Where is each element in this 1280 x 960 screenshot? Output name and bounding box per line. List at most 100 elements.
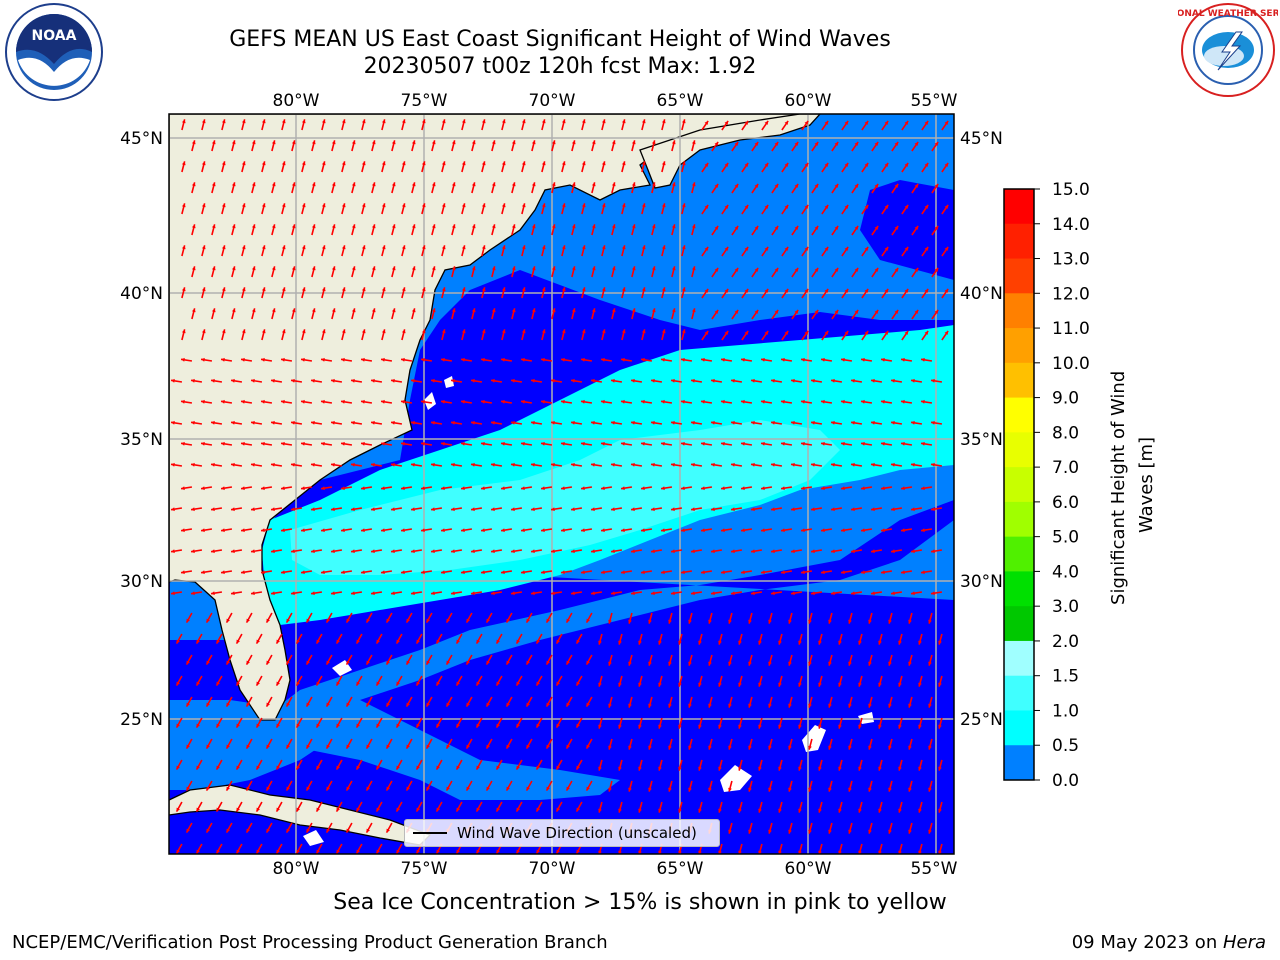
wave-arrow-head xyxy=(541,119,546,124)
wave-arrow-head xyxy=(341,399,345,404)
wave-arrow-head xyxy=(621,528,625,533)
wave-arrow-head xyxy=(371,378,375,383)
svg-text:NOAA: NOAA xyxy=(32,28,77,44)
wave-arrow-head xyxy=(511,266,516,271)
wave-arrow-head xyxy=(421,570,425,575)
wave-arrow-head xyxy=(894,183,899,188)
wave-arrow-head xyxy=(861,399,865,404)
wave-arrow-head xyxy=(536,639,540,644)
wave-arrow-head xyxy=(801,441,805,446)
wave-arrow-head xyxy=(351,420,355,425)
wave-arrow-head xyxy=(261,357,265,362)
wave-arrow-head xyxy=(884,246,889,251)
wave-arrow-head xyxy=(171,591,175,596)
wave-arrow-head xyxy=(838,640,842,645)
land-bermuda xyxy=(444,376,454,388)
wave-arrow-head xyxy=(531,378,535,383)
wave-arrow-head xyxy=(571,224,576,229)
wave-arrow-head xyxy=(336,723,340,728)
wave-arrow-head xyxy=(181,245,186,250)
wave-arrow-head xyxy=(281,119,286,124)
wave-arrow-head xyxy=(648,787,652,792)
wave-arrow-head xyxy=(271,140,276,145)
wave-arrow-head xyxy=(501,203,506,208)
wave-arrow-head xyxy=(871,378,875,383)
wave-arrow-head xyxy=(748,703,752,708)
colorbar-tick-label: 9.0 xyxy=(1052,389,1079,409)
wave-arrow-head xyxy=(411,549,415,554)
wave-arrow-head xyxy=(201,161,206,166)
wave-arrow-head xyxy=(351,378,355,383)
colorbar-tick-label: 13.0 xyxy=(1052,250,1090,270)
wave-arrow-head xyxy=(291,462,295,467)
wave-arrow-head xyxy=(601,399,605,404)
wave-arrow-head xyxy=(641,329,646,334)
lon-label-top: 75°W xyxy=(401,91,448,111)
colorbar-tick-label: 2.0 xyxy=(1052,632,1079,652)
wave-arrow-head xyxy=(221,119,226,124)
wave-arrow-head xyxy=(581,570,585,575)
wave-arrow-head xyxy=(561,119,566,124)
wave-arrow-head xyxy=(291,140,296,145)
colorbar-segment xyxy=(1004,710,1034,746)
wave-arrow-head xyxy=(276,849,280,854)
wave-arrow-head xyxy=(704,288,709,293)
wave-arrow-head xyxy=(681,399,685,404)
wave-arrow-head xyxy=(511,378,515,383)
wave-arrow-head xyxy=(618,766,622,771)
wave-arrow-head xyxy=(731,420,735,425)
wave-arrow-head xyxy=(714,225,719,230)
wave-arrow-head xyxy=(801,570,805,575)
wave-arrow-head xyxy=(191,591,195,596)
wave-arrow-head xyxy=(591,420,595,425)
wave-arrow-head xyxy=(628,619,632,624)
wave-arrow-head xyxy=(291,507,295,512)
wave-arrow-head xyxy=(486,786,490,791)
wave-arrow-head xyxy=(421,287,426,292)
wave-arrow-head xyxy=(301,203,306,208)
wave-arrow-head xyxy=(771,420,775,425)
wave-arrow-head xyxy=(441,161,446,166)
wave-arrow-head xyxy=(908,619,912,624)
wave-arrow-head xyxy=(688,619,692,624)
wave-arrow-head xyxy=(576,849,580,854)
wave-arrow-head xyxy=(531,591,535,596)
wave-arrow-head xyxy=(191,308,196,313)
wave-arrow-head xyxy=(431,266,436,271)
lon-label-bottom: 75°W xyxy=(401,859,448,879)
wave-arrow-head xyxy=(648,745,652,750)
wave-arrow-head xyxy=(681,119,686,124)
wave-arrow-head xyxy=(661,441,665,446)
wave-arrow-head xyxy=(671,549,675,554)
wave-arrow-head xyxy=(864,288,869,293)
wave-arrow-head xyxy=(691,182,696,187)
wave-arrow-head xyxy=(276,639,280,644)
wave-arrow-head xyxy=(808,661,812,666)
wave-arrow-head xyxy=(496,765,500,770)
wave-arrow-head xyxy=(486,660,490,665)
wave-arrow-head xyxy=(291,591,295,596)
wave-arrow-head xyxy=(271,224,276,229)
colorbar-segment xyxy=(1004,189,1034,225)
wave-arrow-head xyxy=(848,661,852,666)
wave-arrow-head xyxy=(486,744,490,749)
wave-arrow-head xyxy=(718,682,722,687)
wave-arrow-head xyxy=(171,420,175,425)
wave-arrow-head xyxy=(774,183,779,188)
wave-arrow-head xyxy=(326,618,330,623)
wave-arrow-head xyxy=(361,399,365,404)
wave-arrow-head xyxy=(261,441,265,446)
colorbar-tick-label: 0.5 xyxy=(1052,736,1079,756)
wave-arrow-head xyxy=(901,528,905,533)
wave-arrow-head xyxy=(741,357,745,362)
wave-arrow-head xyxy=(261,119,266,124)
wave-arrow-head xyxy=(331,420,335,425)
wave-arrow-head xyxy=(631,308,636,313)
wave-arrow-head xyxy=(601,357,605,362)
wave-arrow-head xyxy=(698,724,702,729)
wave-arrow-head xyxy=(608,703,612,708)
wave-arrow-head xyxy=(216,807,220,812)
wave-arrow-head xyxy=(476,723,480,728)
wave-arrow-head xyxy=(206,828,210,833)
wave-arrow-head xyxy=(721,399,725,404)
